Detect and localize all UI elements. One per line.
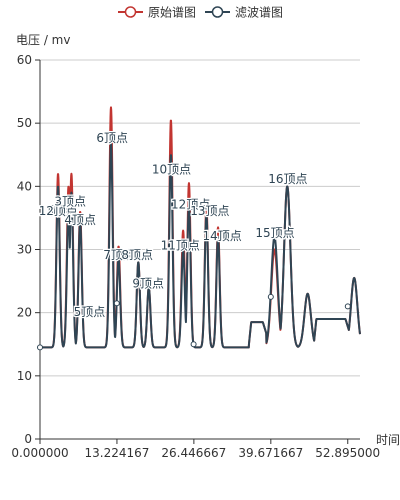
peak-label: 16顶点 [268,172,307,186]
legend-label: 滤波谱图 [235,6,283,20]
peak-label: 14顶点 [202,229,241,243]
y-axis-label: 电压 / mv [16,33,70,47]
data-point-marker [38,345,43,350]
peak-label: 15顶点 [255,226,294,240]
y-axis-ticks: 0 10 20 30 40 50 60 [17,53,40,446]
peak-label: 4顶点 [64,213,96,227]
peak-label: 6顶点 [96,131,128,145]
x-tick-label: 26.446667 [161,446,226,460]
peak-label: 13顶点 [190,204,229,218]
y-tick-label: 50 [17,116,32,130]
x-tick-label: 39.671667 [238,446,303,460]
peak-label: 3顶点 [54,194,86,208]
x-axis-label: 时间 [376,433,400,447]
data-point-marker [345,304,350,309]
y-tick-label: 30 [17,243,32,257]
legend-item-1[interactable]: 原始谱图 [118,6,196,20]
x-tick-label: 52.895000 [315,446,380,460]
x-tick-label: 13.224167 [84,446,149,460]
peak-label: 8顶点 [121,248,153,262]
y-tick-label: 40 [17,179,32,193]
y-tick-label: 20 [17,306,32,320]
y-tick-label: 10 [17,369,32,383]
x-tick-label: 0.000000 [11,446,68,460]
x-axis-ticks: 0.000000 13.224167 26.446667 39.671667 52.89… [11,439,380,460]
peak-label: 11顶点 [161,239,200,253]
data-point-marker [114,301,119,306]
y-tick-label: 60 [17,53,32,67]
legend-marker-icon [126,7,136,17]
y-tick-label: 0 [24,432,32,446]
peak-label: 9顶点 [132,276,164,290]
data-point-marker [191,342,196,347]
peak-label: 5顶点 [74,305,106,319]
legend-item-2[interactable]: 滤波谱图 [205,6,283,20]
data-point-marker [268,294,273,299]
peak-label: 10顶点 [152,163,191,177]
legend[interactable]: 原始谱图 滤波谱图 [118,6,283,20]
legend-label: 原始谱图 [148,6,196,20]
legend-marker-icon [213,7,223,17]
